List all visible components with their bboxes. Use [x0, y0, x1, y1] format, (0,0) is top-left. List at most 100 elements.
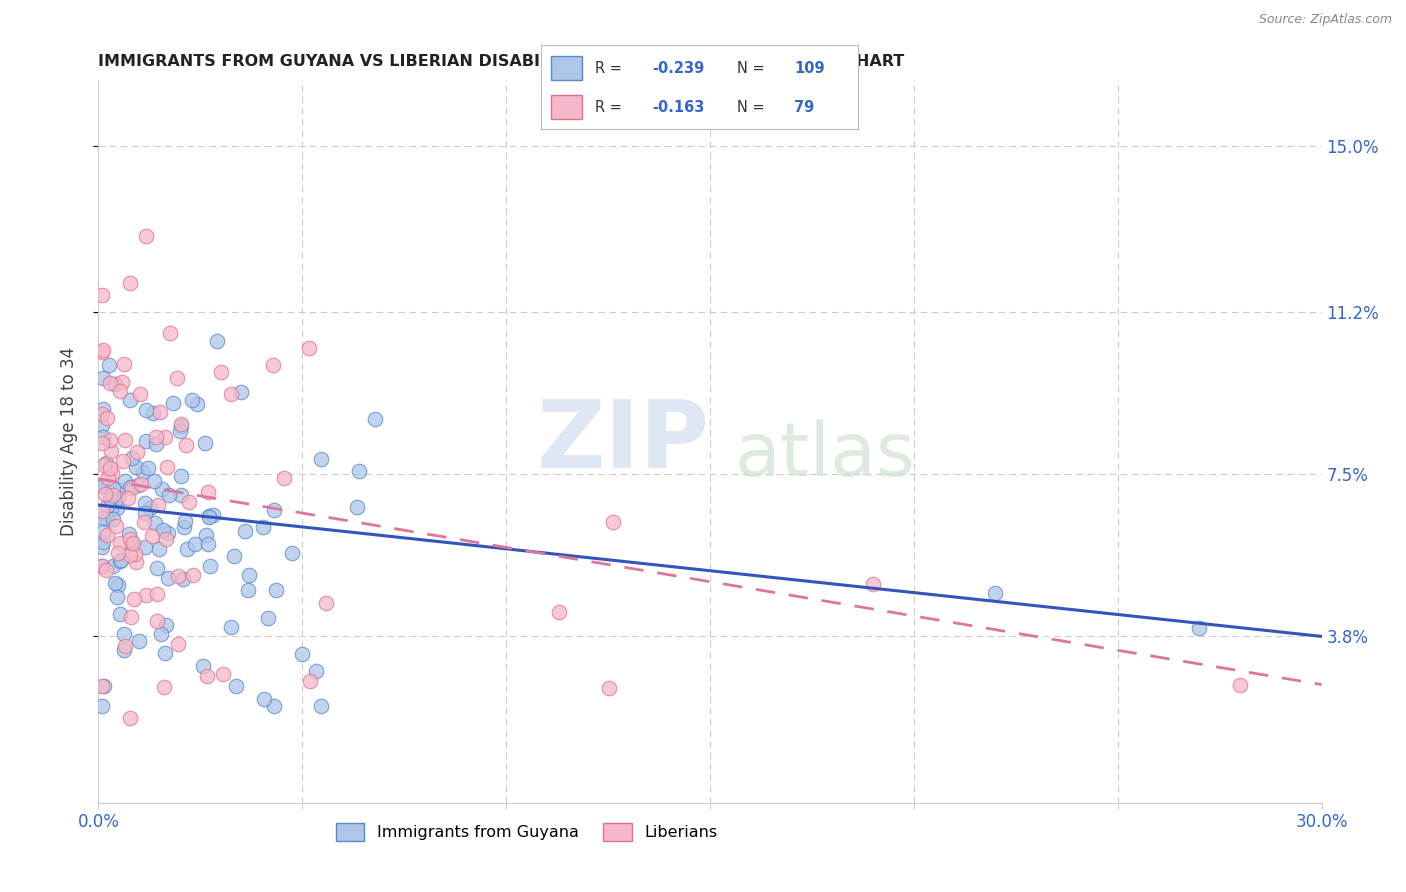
Point: [112, 357, 135, 371]
Point: [347, 464, 370, 478]
Point: [91, 535, 114, 549]
Point: [111, 454, 134, 468]
Point: [134, 541, 156, 555]
Text: 79: 79: [794, 100, 814, 115]
Point: [91, 559, 114, 574]
Point: [156, 525, 179, 540]
Point: [149, 626, 172, 640]
Point: [107, 577, 129, 591]
Point: [146, 615, 169, 629]
Point: [110, 553, 132, 567]
Point: [198, 558, 221, 573]
Point: [238, 568, 260, 582]
Point: [170, 469, 193, 483]
Point: [148, 404, 170, 418]
Point: [105, 500, 128, 515]
Point: [235, 524, 257, 539]
Point: [101, 481, 124, 495]
Point: [91, 417, 114, 432]
Point: [98, 491, 121, 506]
Point: [162, 396, 184, 410]
Point: [1188, 621, 1211, 635]
Point: [177, 495, 200, 509]
Point: [117, 491, 139, 506]
Point: [91, 371, 114, 385]
Point: [128, 633, 150, 648]
Text: R =: R =: [595, 100, 627, 115]
Point: [143, 474, 166, 488]
Text: Source: ZipAtlas.com: Source: ZipAtlas.com: [1258, 13, 1392, 27]
Point: [170, 417, 193, 432]
Point: [299, 673, 322, 688]
Point: [172, 572, 194, 586]
Point: [146, 561, 169, 575]
Point: [263, 503, 285, 517]
Point: [111, 375, 134, 389]
Point: [148, 498, 170, 512]
Point: [91, 479, 114, 493]
Point: [135, 402, 157, 417]
Point: [153, 681, 176, 695]
Text: ZIP: ZIP: [537, 395, 710, 488]
Point: [118, 711, 141, 725]
Point: [157, 488, 180, 502]
Point: [309, 699, 332, 714]
Point: [104, 519, 127, 533]
Point: [252, 520, 274, 534]
Point: [132, 515, 155, 529]
Legend: Immigrants from Guyana, Liberians: Immigrants from Guyana, Liberians: [328, 814, 725, 849]
Text: 109: 109: [794, 61, 825, 76]
Text: atlas: atlas: [734, 419, 915, 492]
Point: [91, 511, 114, 525]
Point: [120, 532, 142, 546]
FancyBboxPatch shape: [551, 95, 582, 120]
Point: [110, 384, 132, 399]
Point: [148, 542, 170, 557]
Point: [155, 618, 177, 632]
Point: [253, 691, 276, 706]
Point: [155, 533, 177, 547]
Point: [225, 679, 247, 693]
Point: [346, 500, 368, 514]
Point: [142, 406, 165, 420]
Point: [91, 343, 114, 357]
Point: [197, 509, 219, 524]
Point: [118, 527, 141, 541]
Point: [100, 501, 122, 516]
Point: [315, 596, 337, 610]
Point: [100, 466, 122, 480]
Point: [96, 499, 118, 513]
Point: [194, 436, 217, 450]
Point: [110, 607, 132, 621]
Point: [159, 326, 181, 341]
Point: [984, 585, 1007, 599]
Point: [298, 341, 321, 355]
Point: [195, 668, 218, 682]
Point: [112, 642, 135, 657]
Text: -0.239: -0.239: [652, 61, 704, 76]
Point: [129, 477, 152, 491]
Point: [91, 435, 114, 450]
Point: [91, 288, 114, 302]
Text: -0.163: -0.163: [652, 100, 704, 115]
Text: N =: N =: [738, 61, 769, 76]
Point: [91, 679, 114, 693]
Point: [197, 485, 219, 500]
Point: [166, 371, 188, 385]
Point: [134, 496, 156, 510]
Point: [156, 571, 179, 585]
Point: [305, 664, 328, 678]
Point: [114, 640, 136, 654]
Point: [146, 587, 169, 601]
Point: [118, 276, 141, 290]
Point: [94, 563, 117, 577]
Point: [93, 458, 115, 472]
Point: [114, 433, 136, 447]
Point: [107, 483, 129, 497]
Point: [548, 605, 571, 619]
Point: [98, 434, 121, 448]
Text: N =: N =: [738, 100, 769, 115]
Point: [120, 392, 142, 407]
Point: [107, 491, 129, 506]
Point: [197, 510, 219, 524]
